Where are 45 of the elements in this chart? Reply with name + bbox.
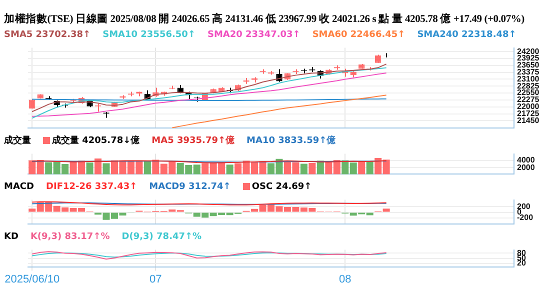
- bar: [366, 162, 374, 174]
- bar: [102, 163, 110, 174]
- bar: [86, 162, 94, 174]
- bar: [300, 164, 308, 174]
- chart-title: 加權指數(TSE) 日線圖 2025/08/08 開 24026.65 高 24131.46 低 23967.99 收 24021.26 s 點 量 4205.78 億 +17.49 (+0.07%): [4, 12, 524, 26]
- y-tick-label: 200: [517, 202, 531, 211]
- bar: [94, 158, 102, 174]
- y-tick-label: 23100: [517, 74, 540, 84]
- y-tick-label: 21450: [517, 116, 540, 125]
- bar: [144, 162, 151, 174]
- bar: [358, 161, 366, 174]
- y-tick-label: 23375: [517, 68, 540, 76]
- series-label: DIF12-26 337.43↑: [46, 182, 138, 192]
- y-tick-label: 23650: [517, 60, 540, 70]
- y-tick-label: 2000: [517, 162, 536, 172]
- y-tick-label: 22000: [517, 102, 540, 112]
- text: SMA5 23702.38↑: [4, 30, 91, 40]
- y-tick-label: -200: [517, 213, 534, 222]
- chart-title: 成交量: [4, 136, 31, 146]
- series-label: D(9,3) 78.47↑%: [122, 232, 202, 242]
- text: SMA60 22466.45↑: [312, 30, 406, 40]
- y-tick-label: 22825: [517, 81, 540, 90]
- text: SMA10 23556.50↑: [102, 30, 196, 40]
- series-label: K(9,3) 83.17↑%: [30, 232, 110, 242]
- chart-title: MACD: [4, 182, 34, 192]
- y-tick-label: 22550: [517, 88, 540, 98]
- text: SMA20 23347.03↑: [207, 30, 300, 40]
- series-label: MA5 3935.79↑億: [152, 136, 235, 146]
- x-tick-label: 2025/06/10: [4, 273, 60, 286]
- bar: [226, 164, 234, 174]
- series-label: MACD9 312.74↑: [149, 182, 231, 192]
- legend-label: OSC 24.69↑: [252, 182, 312, 192]
- y-tick-label: 23925: [517, 54, 540, 63]
- bar: [308, 163, 316, 174]
- text: SMA240 22318.48↑: [417, 30, 516, 40]
- series-label: MA10 3833.59↑億: [246, 136, 336, 146]
- chart-title: KD: [4, 232, 18, 242]
- legend-label: 成交量 4205.78↓億: [52, 136, 140, 146]
- y-tick-label: 22275: [517, 95, 540, 104]
- y-tick-label: 4000: [517, 156, 536, 165]
- x-tick-label: 07: [150, 273, 162, 286]
- x-tick-label: 08: [339, 273, 352, 286]
- y-tick-label: 21725: [517, 108, 540, 118]
- y-tick-label: 24200: [517, 46, 540, 56]
- y-tick-label: 20: [517, 258, 526, 268]
